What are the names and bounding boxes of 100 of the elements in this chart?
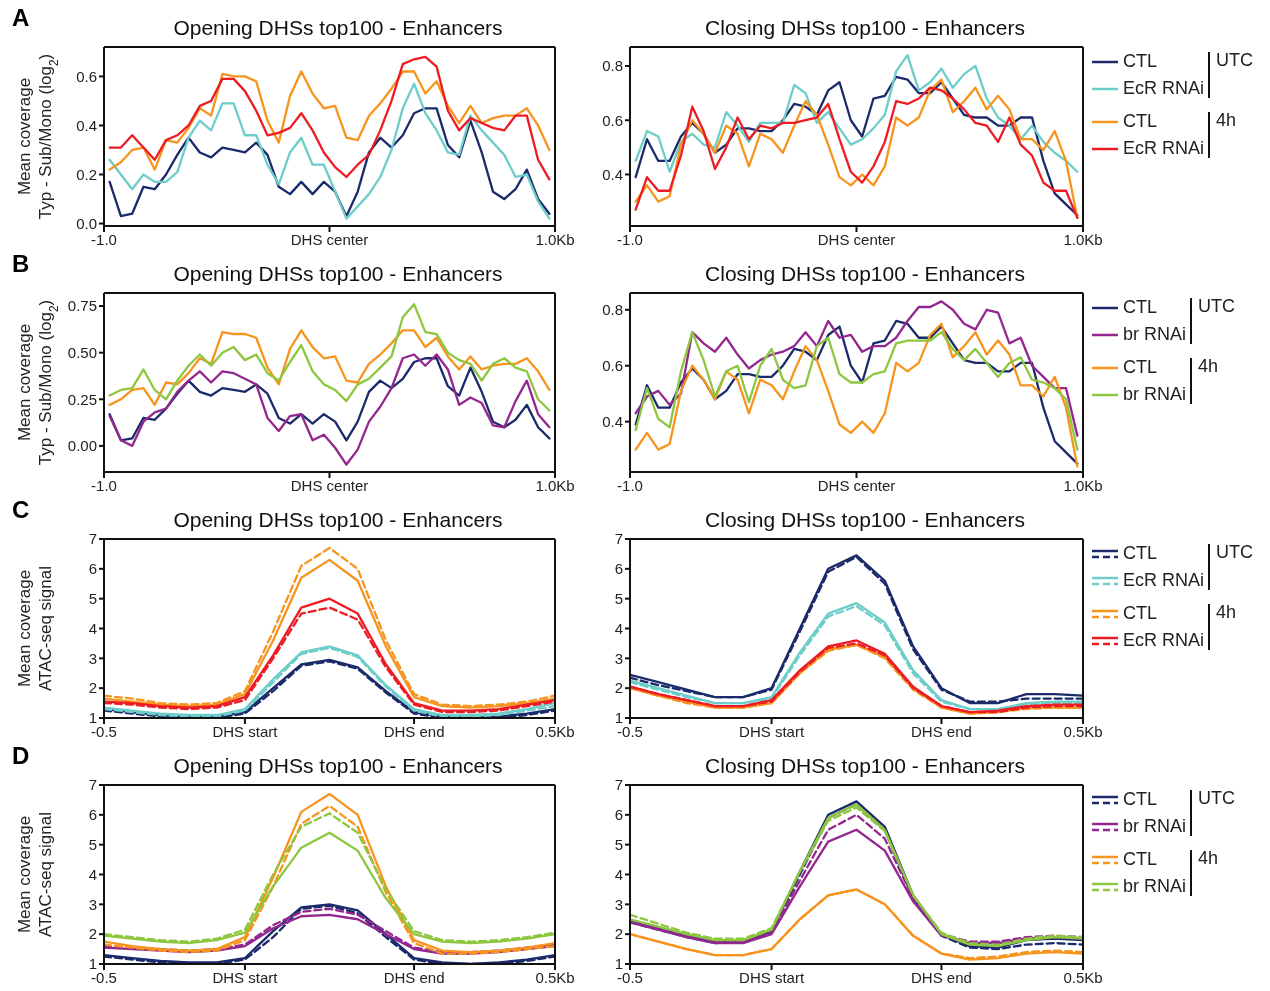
chart-title: Closing DHSs top100 - Enhancers [704,16,1026,40]
legend-label: CTL [1123,51,1158,72]
x-tick-label: DHS center [817,230,896,248]
y-tick-label: 7 [88,776,97,794]
line-series [108,55,551,181]
chart-title: Opening DHSs top100 - Enhancers [172,508,504,532]
y-tick-label: 6 [88,806,97,824]
y-tick-label: 0.75 [67,297,97,315]
y-tick-label: 2 [614,925,623,943]
x-tick-label: -1.0 [91,230,117,248]
x-tick-label: 0.5Kb [1063,968,1103,986]
y-tick-label: 7 [614,530,623,548]
y-tick-label: 7 [88,530,97,548]
y-tick-label: 3 [614,649,623,667]
y-tick-label: 0.25 [67,390,97,408]
legend-label: CTL [1123,789,1158,810]
y-tick-label: 0.4 [602,165,623,183]
line-series [108,357,551,442]
chart-title: Closing DHSs top100 - Enhancers [704,508,1026,532]
x-tick-label: 0.5Kb [535,968,575,986]
chart-title: Closing DHSs top100 - Enhancers [704,262,1026,286]
y-tick-label: 0.6 [602,357,623,375]
y-tick-label: 5 [88,589,97,607]
x-tick-label: DHS end [383,722,445,740]
legend-label: CTL [1123,297,1158,318]
y-tick-label: 4 [614,619,623,637]
text: B [12,250,30,278]
x-tick-label: DHS end [911,722,972,740]
legend-label: br RNAi [1123,384,1187,405]
y-tick-label: 6 [614,560,623,578]
chart-title: Opening DHSs top100 - Enhancers [172,16,504,40]
x-tick-label: DHS center [817,476,896,494]
y-tick-label: 3 [88,649,97,667]
line-series [108,353,551,466]
y-tick-label: 6 [614,806,623,824]
text: 4h [1216,109,1237,132]
y-tick-label: 0.4 [76,116,97,134]
legend-label: EcR RNAi [1123,570,1205,591]
x-tick-label: 0.5Kb [1063,722,1103,740]
legend-label: CTL [1123,603,1158,624]
line-series [108,303,551,412]
x-tick-label: -1.0 [617,476,643,494]
x-tick-label: 1.0Kb [535,230,575,248]
legend-label: EcR RNAi [1123,78,1205,99]
line-series [108,82,551,220]
y-tick-label: 5 [614,589,623,607]
text: 4h [1216,601,1237,624]
legend-label: CTL [1123,543,1158,564]
x-tick-label: 1.0Kb [1063,230,1103,248]
y-tick-label: 6 [88,560,97,578]
y-tick-label: 5 [614,835,623,853]
line-series [634,300,1079,437]
text: 4h [1198,847,1219,870]
y-tick-label: 0.6 [76,67,97,85]
chart-title: Opening DHSs top100 - Enhancers [172,262,504,286]
text: UTC [1198,787,1236,810]
legend-label: CTL [1123,357,1158,378]
x-tick-label: DHS start [739,968,805,986]
line-series [634,331,1079,451]
y-tick-label: 5 [88,835,97,853]
legend-label: EcR RNAi [1123,630,1205,651]
line-series [108,329,551,407]
y-tick-label: 2 [88,925,97,943]
y-tick-label: 0.50 [67,343,97,361]
y-tick-label: 4 [614,865,623,883]
x-tick-label: -1.0 [91,476,117,494]
y-tick-label: 7 [614,776,623,794]
legend-label: CTL [1123,849,1158,870]
chart-title: Opening DHSs top100 - Enhancers [172,754,504,778]
line-series [108,107,551,218]
x-tick-label: DHS center [290,230,369,248]
text: D [12,742,30,770]
legend-label: CTL [1123,111,1158,132]
y-tick-label: 3 [614,895,623,913]
y-tick-label: 3 [88,895,97,913]
y-tick-label: 0.0 [76,214,97,232]
y-tick-label: 0.4 [602,412,623,430]
x-tick-label: 1.0Kb [535,476,575,494]
x-tick-label: 0.5Kb [535,722,575,740]
text: 4h [1198,355,1219,378]
x-tick-label: DHS end [383,968,445,986]
y-tick-label: 0.8 [602,57,623,75]
text: UTC [1216,49,1254,72]
line-series [108,70,551,171]
line-series [634,53,1079,173]
x-tick-label: DHS start [212,968,279,986]
y-axis-title: Mean coverage ATAC-seq signal [15,811,55,938]
chart-title: Closing DHSs top100 - Enhancers [704,754,1026,778]
y-tick-label: 4 [88,865,97,883]
y-tick-label: 0.8 [602,301,623,319]
x-tick-label: DHS start [212,722,279,740]
x-tick-label: DHS start [739,722,805,740]
y-tick-label: 0.2 [76,165,97,183]
x-tick-label: -1.0 [617,230,643,248]
y-tick-label: 0.6 [602,111,623,129]
legend-label: br RNAi [1123,876,1187,897]
legend-label: br RNAi [1123,816,1187,837]
x-tick-label: 1.0Kb [1063,476,1103,494]
y-tick-label: 4 [88,619,97,637]
x-tick-label: DHS center [290,476,369,494]
